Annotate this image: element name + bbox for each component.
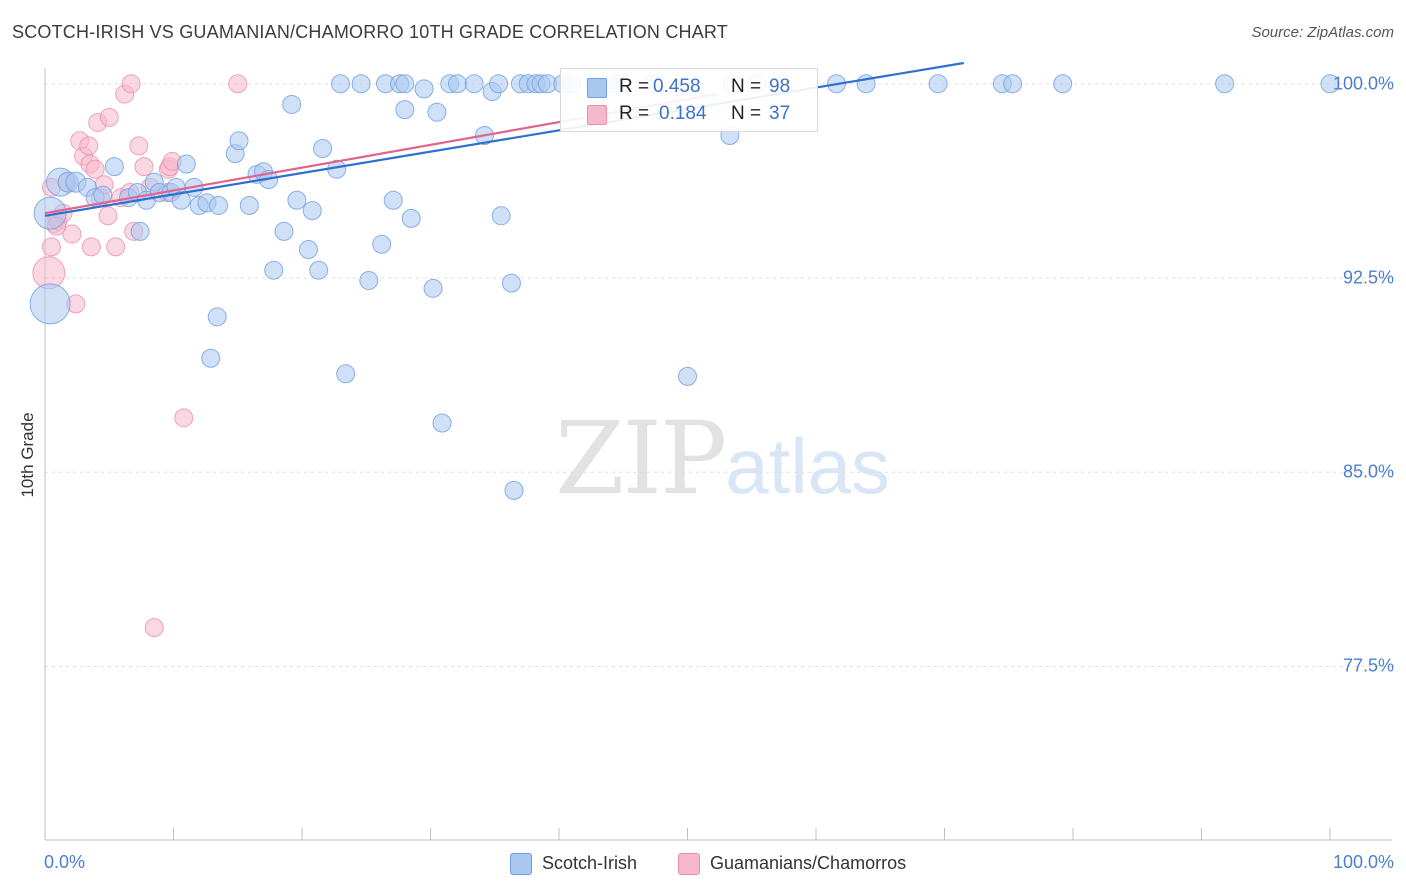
scotch-irish-point [359, 271, 379, 291]
scotch-irish-point [331, 74, 351, 94]
scotch-irish-point [309, 260, 329, 280]
guamanian-point [106, 237, 126, 257]
scotch-irish-point [1320, 74, 1340, 94]
scotch-irish-point [678, 366, 697, 386]
legend-swatch-pink [678, 853, 700, 875]
scotch-irish-point [395, 100, 415, 120]
x-tick-label-max: 100.0% [1332, 852, 1394, 872]
legend-label: Scotch-Irish [542, 853, 638, 873]
y-tick-label: 92.5% [1342, 267, 1394, 288]
scotch-irish-point [302, 201, 322, 221]
scotch-irish-point [176, 154, 196, 174]
scotch-irish-point [282, 94, 302, 114]
legend-n-label: N = [731, 76, 762, 97]
guamanian-point [134, 157, 154, 177]
y-tick-label: 77.5% [1342, 655, 1394, 676]
y-tick-label: 85.0% [1342, 461, 1394, 482]
scotch-irish-point [491, 206, 511, 226]
scotch-irish-point [351, 74, 371, 94]
legend-n-value: 37 [769, 103, 791, 124]
legend-n-label: N = [731, 103, 762, 124]
scotch-irish-point [504, 480, 524, 500]
watermark-zip: ZIP [555, 400, 727, 517]
scotch-irish-point [298, 239, 318, 259]
scotch-irish-point [414, 79, 434, 99]
guamanian-point [98, 206, 118, 226]
scotch-irish-point [208, 195, 228, 215]
legend-r-label: R = [619, 76, 650, 97]
scotch-irish-point [1215, 74, 1235, 94]
scotch-irish-point [1053, 74, 1073, 94]
guamanian-point [79, 136, 99, 156]
scotch-irish-point [29, 283, 71, 325]
scotch-irish-point [501, 273, 521, 293]
guamanian-point [129, 136, 149, 156]
guamanian-point [81, 237, 101, 257]
scotch-irish-point [489, 74, 509, 94]
scotch-irish-point [423, 278, 443, 298]
scotch-irish-point [274, 221, 294, 241]
scotch-irish-point [1003, 74, 1023, 94]
legend-label: Guamanians/Chamorros [710, 853, 907, 873]
scotch-irish-point [93, 185, 113, 205]
guamanian-point [41, 237, 61, 257]
series-points [29, 74, 1340, 638]
scotch-irish-point [432, 413, 452, 433]
scotch-irish-point [336, 364, 356, 384]
guamanian-point [99, 107, 119, 127]
grid-lines [45, 83, 1392, 667]
guamanian-point [62, 224, 82, 244]
axes [44, 68, 1392, 841]
legend-swatch-pink [587, 105, 607, 125]
watermark-atlas: atlas [725, 422, 891, 510]
scotch-irish-point [104, 157, 124, 177]
scotch-irish-point [395, 74, 415, 94]
scotch-irish-point [447, 74, 467, 94]
scotch-irish-point [464, 74, 484, 94]
guamanian-point [121, 74, 141, 94]
series-legend: Scotch-Irish Guamanians/Chamorros [0, 852, 1406, 878]
scotch-irish-point [372, 234, 392, 254]
scotch-irish-point [928, 74, 948, 94]
scotch-irish-point [229, 131, 249, 151]
legend-n-value: 98 [769, 76, 791, 97]
scotch-irish-point [171, 190, 191, 210]
guamanian-point [174, 408, 194, 428]
guamanian-point [228, 74, 248, 94]
scotch-irish-point [383, 190, 403, 210]
legend-r-value: 0.184 [659, 103, 707, 124]
scotch-irish-point [313, 138, 333, 158]
scotch-irish-point [287, 190, 307, 210]
watermark: ZIPatlas [555, 400, 890, 517]
scotch-irish-point [264, 260, 284, 280]
stats-legend: R = 0.458 N = 98 R = 0.184 N = 37 [560, 68, 818, 132]
source-label: Source: ZipAtlas.com [1251, 24, 1394, 41]
legend-swatch-blue [587, 78, 607, 98]
scotch-irish-point [401, 208, 421, 228]
scotch-irish-point [427, 102, 447, 122]
scotch-irish-point [207, 307, 227, 327]
scotch-irish-point [239, 195, 259, 215]
guamanian-point [144, 618, 164, 638]
legend-r-label: R = [619, 103, 650, 124]
guamanian-point [85, 159, 105, 179]
chart-title: SCOTCH-IRISH VS GUAMANIAN/CHAMORRO 10TH … [12, 22, 729, 42]
scotch-irish-point [130, 221, 150, 241]
legend-r-value: 0.458 [653, 76, 701, 97]
y-tick-label: 100.0% [1332, 73, 1394, 94]
legend-swatch-blue [510, 853, 532, 875]
scotch-irish-point [201, 348, 221, 368]
x-tick-label-min: 0.0% [44, 852, 86, 872]
y-axis-label: 10th Grade [18, 412, 37, 498]
